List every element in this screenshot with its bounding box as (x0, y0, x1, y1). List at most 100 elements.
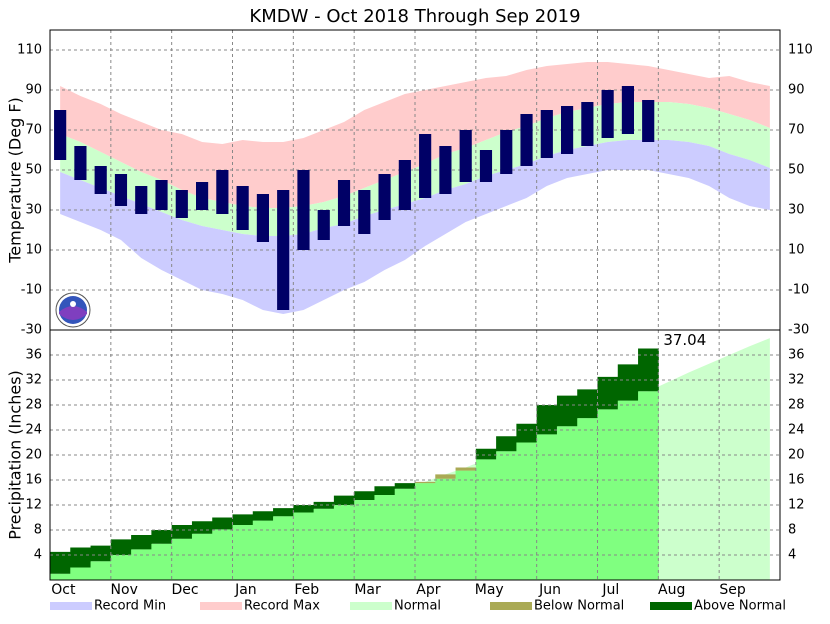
observed-range (419, 134, 432, 198)
normal-to-date (455, 470, 477, 580)
y-tick-label-right: 32 (788, 373, 805, 388)
normal-to-date (354, 500, 375, 580)
above-normal (556, 395, 578, 427)
x-tick-label: Jul (601, 582, 619, 598)
normal-to-date (252, 520, 274, 580)
observed-range (520, 114, 533, 166)
observed-range (256, 194, 269, 242)
y-tick-label: 32 (25, 373, 42, 388)
observed-range (196, 182, 209, 210)
y-tick-label: 30 (25, 203, 42, 218)
observed-range (277, 190, 290, 310)
above-normal (394, 483, 416, 489)
above-normal (475, 448, 497, 460)
observed-range (175, 190, 188, 218)
x-tick-label: Oct (51, 582, 76, 598)
observed-range (601, 90, 614, 138)
x-tick-label: Nov (111, 582, 138, 598)
normal-to-date (374, 495, 396, 580)
y-tick-label-right: 36 (788, 348, 805, 363)
y-tick-label: 10 (25, 243, 42, 258)
below-normal (415, 481, 436, 484)
observed-range (358, 190, 371, 234)
normal-to-date (171, 538, 193, 580)
frame (49, 29, 781, 581)
normal-to-date (435, 478, 457, 580)
legend-swatch (350, 602, 392, 610)
y-tick-label: 24 (25, 423, 42, 438)
above-normal (131, 535, 152, 550)
y-tick-label: 36 (25, 348, 42, 363)
above-normal (536, 405, 558, 435)
y-tick-label-right: -30 (788, 323, 809, 338)
above-normal (313, 501, 335, 509)
total-label: 37.04 (663, 331, 706, 349)
normal-to-date (516, 442, 538, 580)
observed-range (398, 160, 411, 210)
legend-label: Record Min (94, 599, 166, 614)
plot-area (50, 30, 780, 580)
normal-to-date (131, 549, 152, 580)
above-normal (617, 364, 639, 401)
normal-to-date (556, 426, 578, 580)
normal-to-date (597, 409, 619, 580)
above-normal (70, 547, 92, 568)
y-tick-label: 12 (25, 498, 42, 513)
y-tick-label: 4 (34, 548, 42, 563)
normal-to-date (415, 483, 436, 580)
normal-to-date (394, 488, 416, 580)
legend-label: Normal (394, 599, 441, 614)
observed-range (337, 180, 351, 226)
y-tick-label-right: 4 (788, 548, 796, 563)
normal-to-date (638, 391, 659, 580)
normal-to-date (110, 555, 132, 580)
above-normal (90, 545, 112, 562)
below-normal (435, 474, 457, 479)
above-normal (333, 495, 355, 505)
normal-to-date (70, 567, 92, 580)
y-tick-label-right: 90 (788, 83, 805, 98)
normal-to-date (212, 529, 233, 580)
observed-range (561, 106, 574, 154)
observed-range (74, 146, 87, 180)
x-tick-label: Feb (294, 582, 319, 598)
y-tick-label-right: 28 (788, 398, 805, 413)
above-normal (577, 389, 598, 419)
normal-to-date (617, 400, 639, 580)
below-normal (455, 467, 477, 471)
y-tick-label: 8 (34, 523, 42, 538)
y-tick-label: 16 (25, 473, 42, 488)
normal-to-date (536, 434, 558, 580)
normal-to-date (577, 418, 598, 580)
normal-to-date (232, 525, 254, 580)
above-normal (516, 423, 538, 443)
band-area (60, 140, 770, 314)
y-tick-label-right: 16 (788, 473, 805, 488)
x-tick-label: Mar (354, 582, 381, 598)
normal-to-date (151, 543, 173, 580)
y-tick-label-right: 70 (788, 123, 805, 138)
y-tick-label-right: 20 (788, 448, 805, 463)
above-normal (232, 514, 254, 525)
observed-range (500, 130, 513, 174)
y-tick-label-right: 50 (788, 163, 805, 178)
normal-to-date (313, 508, 335, 580)
observed-range (479, 150, 493, 182)
y-tick-label-right: 8 (788, 523, 796, 538)
y-tick-label-right: 24 (788, 423, 805, 438)
observed-range (317, 210, 330, 240)
observed-range (459, 130, 472, 182)
normal-to-date (496, 451, 517, 580)
above-normal (252, 511, 274, 521)
legend-swatch (200, 602, 242, 610)
normal-to-date (191, 533, 213, 580)
normal-to-date (50, 573, 71, 580)
x-tick-label: Jun (538, 582, 561, 598)
y-axis-label: Temperature (Deg F) (6, 97, 25, 264)
y-tick-label-right: 12 (788, 498, 805, 513)
y-tick-label: 110 (17, 43, 42, 58)
normal-to-date (293, 512, 315, 580)
y-tick-label-right: 10 (788, 243, 805, 258)
normal-to-date (90, 561, 112, 580)
